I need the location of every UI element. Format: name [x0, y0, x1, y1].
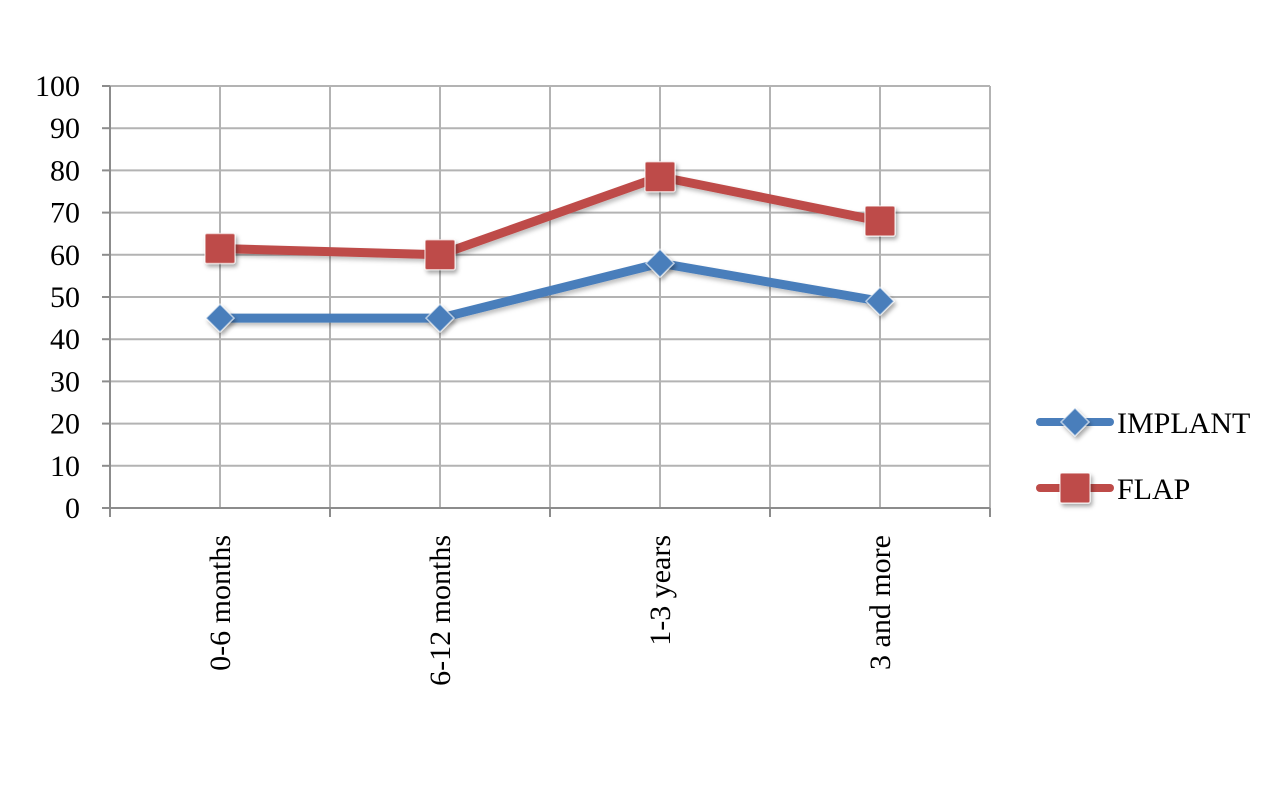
data-point-implant	[204, 303, 236, 334]
axes	[102, 85, 991, 517]
x-tick-label: 3 and more	[864, 535, 897, 670]
y-tick-label: 0	[65, 492, 80, 525]
y-tick-label: 10	[50, 450, 80, 483]
x-tick-label: 1-3 years	[644, 535, 677, 646]
y-tick-label: 90	[50, 112, 80, 145]
data-point-implant	[424, 303, 456, 334]
series-implant	[204, 248, 896, 334]
y-tick-label: 80	[50, 154, 80, 187]
x-axis-tick-labels: 0-6 months 6-12 months 1-3 years 3 and more	[204, 535, 897, 686]
legend: IMPLANT FLAP	[1036, 406, 1250, 506]
series-lines	[204, 160, 896, 334]
y-tick-label: 100	[35, 70, 80, 103]
legend-entry-implant: IMPLANT	[1036, 406, 1250, 440]
series-line-flap	[215, 172, 885, 260]
x-tick-label: 0-6 months	[204, 535, 237, 671]
y-tick-label: 50	[50, 281, 80, 314]
x-tick-label: 6-12 months	[424, 535, 457, 686]
y-tick-label: 40	[50, 323, 80, 356]
data-point-flap	[644, 160, 676, 193]
data-point-flap	[864, 205, 896, 237]
data-point-implant	[864, 286, 896, 317]
y-tick-label: 30	[50, 365, 80, 398]
data-point-implant	[644, 248, 676, 279]
legend-marker	[1059, 472, 1091, 504]
data-point-flap	[424, 239, 456, 271]
series-line-implant	[215, 258, 885, 323]
y-axis-tick-labels: 0 10 20 30 40 50 60 70 80 90 100	[35, 70, 80, 525]
data-point-flap	[204, 232, 236, 265]
grid-lines	[110, 85, 991, 508]
y-tick-label: 20	[50, 408, 80, 441]
legend-label: FLAP	[1117, 473, 1190, 506]
series-flap	[204, 160, 896, 271]
y-tick-label: 70	[50, 197, 80, 230]
legend-marker	[1059, 406, 1091, 438]
y-tick-label: 60	[50, 239, 80, 272]
legend-label: IMPLANT	[1117, 407, 1250, 440]
legend-entry-flap: FLAP	[1036, 472, 1190, 506]
